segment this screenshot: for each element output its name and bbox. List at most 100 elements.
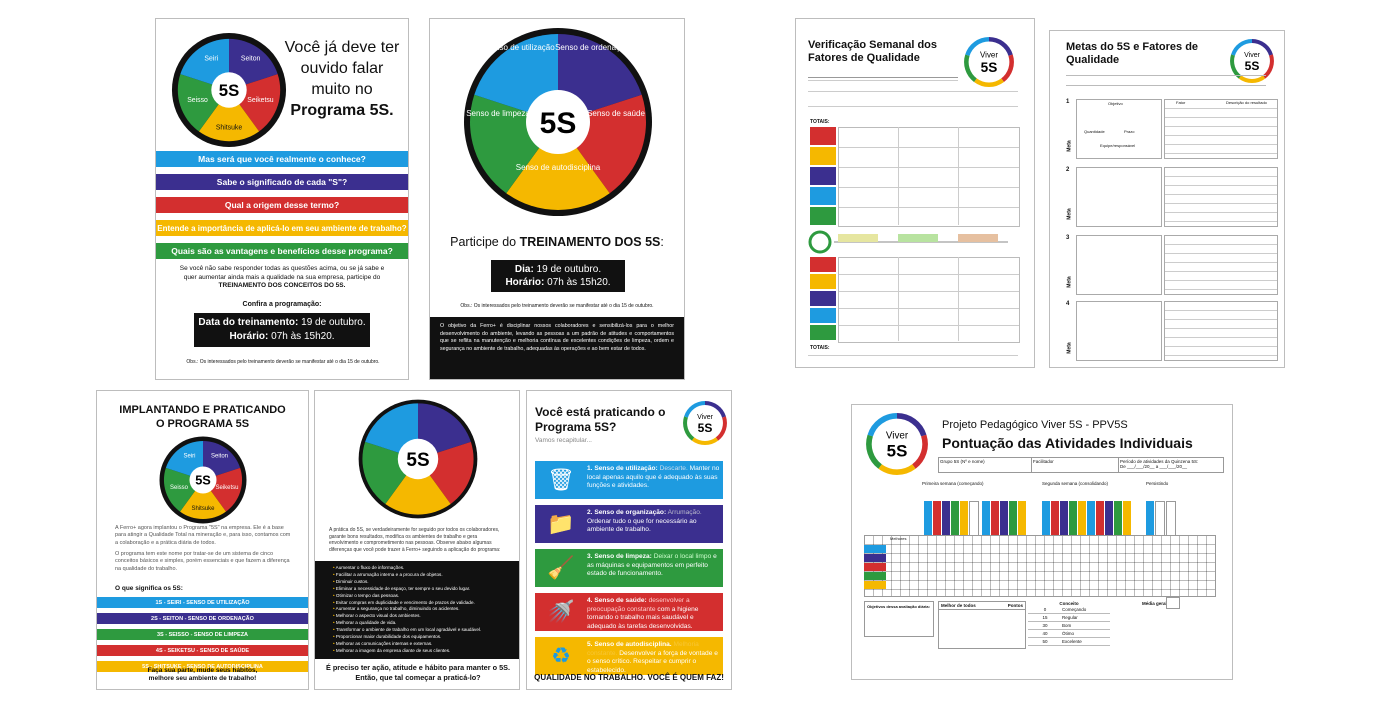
form-title-1: Projeto Pedagógico Viver 5S - PPV5S <box>942 419 1128 431</box>
schedule-box: Data do treinamento: 19 de outubro. Horá… <box>194 313 370 347</box>
flow-diagram <box>808 230 1008 254</box>
sense-autodisciplina: Senso de autodisciplina <box>516 163 601 172</box>
row-number: 1 <box>1066 99 1070 105</box>
wheel-seiketsu: Seiketsu <box>247 97 274 104</box>
sense-bar: 3S - SEISSO - SENSO DE LIMPEZA <box>97 629 308 640</box>
wheel-seiton: Seiton <box>241 56 261 63</box>
viver-5s-logo: Viver 5S <box>1230 39 1274 83</box>
row-number: 4 <box>1066 301 1070 307</box>
broom-icon: 🧹 <box>547 555 575 580</box>
poster-implantando: IMPLANTANDO E PRATICANDO O PROGRAMA 5S 5S… <box>96 390 309 690</box>
factor-label: Fator <box>1176 100 1186 105</box>
poster-beneficios: 5S A prática do 5S, se verdadeiramente f… <box>314 390 520 690</box>
meta-block: 3 Meta <box>1066 235 1278 297</box>
benefit-item: • Eliminar a necessidade de espaço, ter … <box>333 585 471 591</box>
row-number: 2 <box>1066 167 1070 173</box>
5s-wheel: 5S Seiri Seiton Seiketsu Shitsuke Seisso <box>171 32 287 148</box>
wheel-seisso: Seisso <box>187 97 208 104</box>
melhores-label: Melhores <box>890 536 907 541</box>
form-pontuacao: Viver 5S Projeto Pedagógico Viver 5S - P… <box>851 404 1233 680</box>
meta-block: 1 Meta Objetivo Quantidade Prazo Equipe/… <box>1066 99 1278 161</box>
benefit-item: • Diminuir custos. <box>333 578 369 584</box>
benefit-item: • Aumentar o fluxo de informações. <box>333 565 405 570</box>
form-title-2: Pontuação das Atividades Individuais <box>942 435 1193 451</box>
recap-item: 🧹 3. Senso de limpeza: Deixar o local li… <box>535 549 723 587</box>
meta-block: 4 Meta <box>1066 301 1278 363</box>
sense-ordenacao: Senso de ordenação <box>555 43 629 52</box>
folder-icon: 📁 <box>547 511 575 536</box>
obs-text: Obs.: Os interessados pelo treinamento d… <box>186 359 380 365</box>
benefit-item: • Aumentar a segurança no trabalho, dimi… <box>333 606 460 612</box>
recap-item: ♻ 5. Senso de autodisciplina. Melhoria c… <box>535 637 723 675</box>
pers-headers <box>1146 501 1176 537</box>
concept-row: 15 Regular <box>1028 614 1110 622</box>
best-box: Melhor de todos Pontos <box>938 601 1026 649</box>
sense-bar: 1S - SEIRI - SENSO DE UTILIZAÇÃO <box>97 597 308 608</box>
wheel-seisso: Seisso <box>170 485 189 491</box>
poster-programa-5s: 5S Seiri Seiton Seiketsu Shitsuke Seisso… <box>155 18 409 380</box>
media-label: Média geral <box>1142 601 1167 606</box>
title: IMPLANTANDO E PRATICANDO O PROGRAMA 5S <box>119 404 286 430</box>
para2: O programa tem este nome por tratar-se d… <box>115 551 290 572</box>
recycle-icon: ♻ <box>551 643 571 668</box>
qty-label: Quantidade <box>1084 129 1105 134</box>
form-verificacao: Verificação Semanal dos Fatores de Quali… <box>795 18 1035 368</box>
period-field: Período de atividades da Quinzena 5S: De … <box>1119 457 1224 473</box>
benefit-item: • Evitar compras em duplicidade e vencim… <box>333 599 475 605</box>
recap-item: 📁 2. Senso de organização: Arrumação. Or… <box>535 505 723 543</box>
5s-wheel-detailed: 5S Senso de utilização Senso de ordenaçã… <box>464 28 652 216</box>
wheel-center: 5S <box>406 450 429 471</box>
subtitle: Vamos recapitular... <box>535 437 592 444</box>
benefit-item: • Facilitar a arrumação interna e a proc… <box>333 571 443 577</box>
meta-label: Meta <box>1066 342 1073 354</box>
concept-row: 40 Ótimo <box>1028 630 1110 638</box>
wheel-shitsuke: Shitsuke <box>216 124 243 131</box>
trash-icon: 🗑 <box>547 467 575 492</box>
form-title: Verificação Semanal dos Fatores de Quali… <box>808 39 938 64</box>
question-bar: Sabe o significado de cada "S"? <box>156 174 408 190</box>
sense-column <box>864 545 886 589</box>
sense-table-top <box>810 127 1018 225</box>
form-title: Metas do 5S e Fatores de Qualidade <box>1066 41 1199 66</box>
obs-text: Obs.: Os interessados pelo treinamento d… <box>460 303 654 309</box>
sense-utilizacao: Senso de utilização <box>485 43 555 52</box>
pers-label: Persistindo <box>1146 481 1169 486</box>
group-field: Grupo 5S (Nº e nome) <box>938 457 1032 473</box>
objectives-box: Objetivos dessa avaliação diária: <box>864 601 934 637</box>
wheel-seiri: Seiri <box>183 454 195 460</box>
hands-icon: 🚿 <box>547 599 575 624</box>
week1-headers-b <box>982 501 1027 535</box>
concept-row: 30 Bom <box>1028 622 1110 630</box>
benefit-item: • Melhorar a qualidade de vida. <box>333 620 397 626</box>
week2-headers <box>1042 501 1131 535</box>
totals-label: TOTAIS: <box>810 119 830 125</box>
benefit-item: • Melhorar a imagem da empresa diante de… <box>333 647 451 653</box>
logo-bottom: 5S <box>698 421 713 435</box>
score-grid <box>864 535 1216 597</box>
meta-label: Meta <box>1066 140 1073 152</box>
wheel-center: 5S <box>195 473 211 488</box>
logo-bottom: 5S <box>887 442 908 461</box>
sense-bar: 5S - SHITSUKE - SENSO DE AUTODISCIPLINA <box>97 661 308 672</box>
5s-wheel-detailed: 5S <box>358 399 478 519</box>
recap-list: 🗑 1. Senso de utilização: Descarte. Mant… <box>535 461 723 675</box>
participe-heading: Participe do TREINAMENTO DOS 5S: <box>450 235 664 249</box>
facilitator-field: Facilitador <box>1032 457 1119 473</box>
meta-label: Meta <box>1066 276 1073 288</box>
benefit-item: • Melhorar o aspecto visual dos ambiente… <box>333 613 421 619</box>
benefit-item: • Transformar o ambiente de trabalho em … <box>333 627 482 633</box>
wheel-center: 5S <box>219 81 239 100</box>
sense-bars: 1S - SEIRI - SENSO DE UTILIZAÇÃO 2S - SE… <box>97 597 308 672</box>
wheel-seiketsu: Seiketsu <box>215 485 238 491</box>
objective-label: Objetivo <box>1108 101 1123 106</box>
header-fields: Grupo 5S (Nº e nome) Facilitador Período… <box>938 457 1224 473</box>
recap-item: 🗑 1. Senso de utilização: Descarte. Mant… <box>535 461 723 499</box>
logo-top: Viver <box>886 430 909 441</box>
5s-wheel: 5S Seiri Seiton Seiketsu Shitsuke Seisso <box>159 436 247 524</box>
benefit-item: • Melhorar as comunicações internas e ex… <box>333 640 433 646</box>
question-bar: Qual a origem desse termo? <box>156 197 408 213</box>
logo-bottom: 5S <box>981 60 998 75</box>
week1-headers <box>924 501 980 537</box>
logo-bottom: 5S <box>1245 59 1260 73</box>
question-bar: Entende a importância de aplicá-lo em se… <box>156 220 408 236</box>
